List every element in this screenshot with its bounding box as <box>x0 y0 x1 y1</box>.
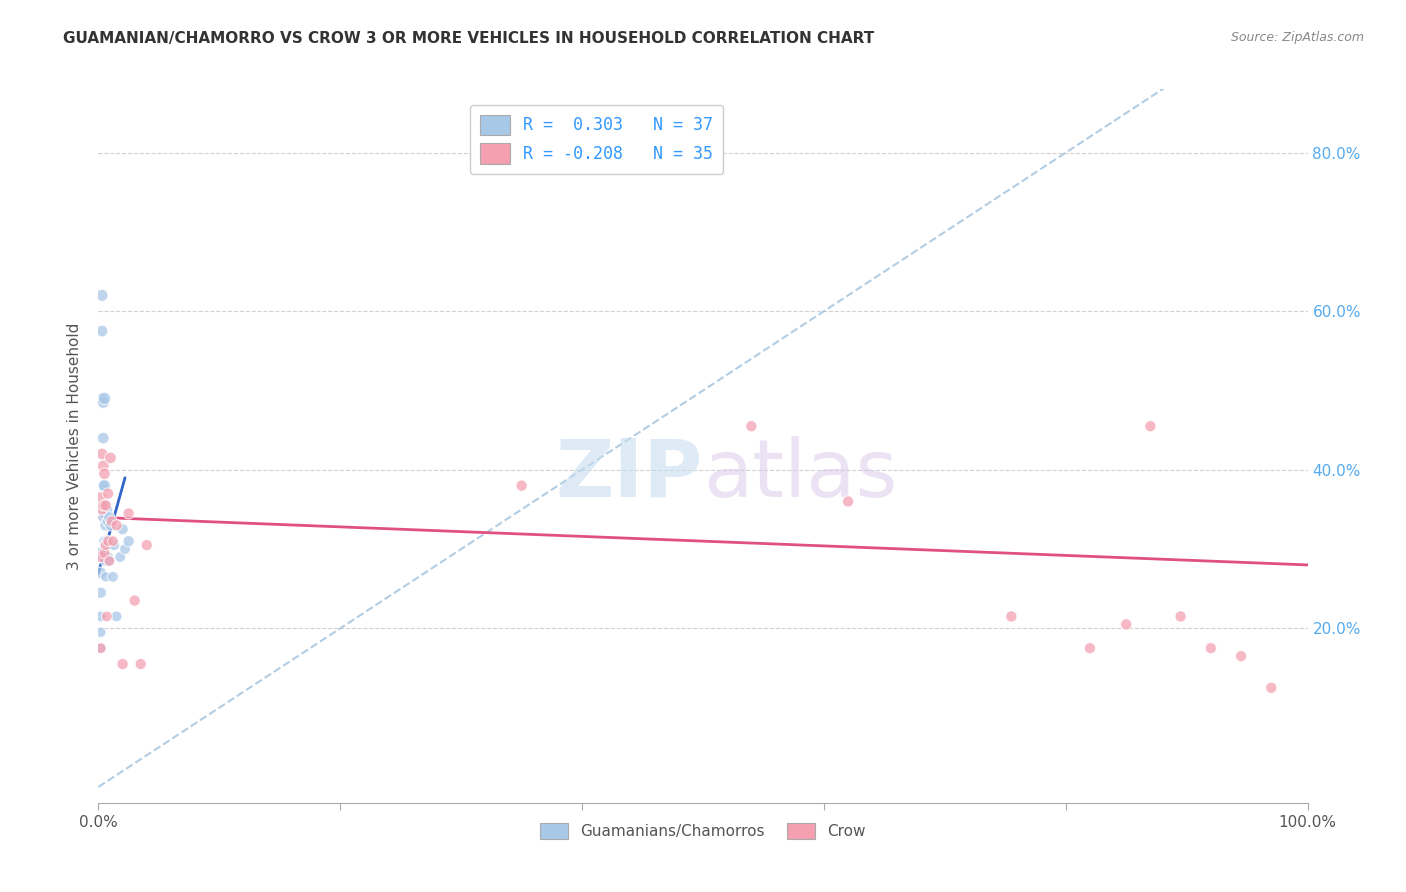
Point <box>90 609 112 624</box>
Point <box>105 609 128 624</box>
Point <box>93 546 115 560</box>
Point <box>111 522 134 536</box>
Point <box>91 395 114 409</box>
Point <box>118 507 141 521</box>
Y-axis label: 3 or more Vehicles in Household: 3 or more Vehicles in Household <box>67 322 83 570</box>
Point <box>97 549 120 564</box>
Point <box>91 478 114 492</box>
Point <box>93 392 115 406</box>
Point <box>97 514 120 528</box>
Point <box>1000 609 1022 624</box>
Point <box>90 625 112 640</box>
Point <box>103 538 125 552</box>
Point <box>105 518 128 533</box>
Point <box>94 554 117 568</box>
Point <box>94 499 117 513</box>
Point <box>100 518 122 533</box>
Point <box>94 518 117 533</box>
Text: Source: ZipAtlas.com: Source: ZipAtlas.com <box>1230 31 1364 45</box>
Point <box>94 538 117 552</box>
Point <box>1078 641 1101 656</box>
Point <box>96 609 118 624</box>
Point <box>98 554 121 568</box>
Point <box>1170 609 1192 624</box>
Point <box>91 288 114 302</box>
Text: ZIP: ZIP <box>555 435 703 514</box>
Text: GUAMANIAN/CHAMORRO VS CROW 3 OR MORE VEHICLES IN HOUSEHOLD CORRELATION CHART: GUAMANIAN/CHAMORRO VS CROW 3 OR MORE VEH… <box>63 31 875 46</box>
Point <box>96 534 118 549</box>
Point <box>1139 419 1161 434</box>
Point <box>91 324 114 338</box>
Point <box>1199 641 1222 656</box>
Point <box>97 486 120 500</box>
Point <box>118 534 141 549</box>
Point <box>90 585 112 599</box>
Point <box>98 554 121 568</box>
Point <box>135 538 157 552</box>
Point <box>91 447 114 461</box>
Point <box>96 502 118 516</box>
Point <box>98 510 121 524</box>
Legend: Guamanians/Chamorros, Crow: Guamanians/Chamorros, Crow <box>534 817 872 845</box>
Point <box>97 538 120 552</box>
Point <box>510 478 533 492</box>
Point <box>101 534 124 549</box>
Point <box>90 549 112 564</box>
Point <box>91 458 114 473</box>
Point <box>97 534 120 549</box>
Point <box>1115 617 1137 632</box>
Point <box>1230 649 1253 664</box>
Point <box>90 641 112 656</box>
Point <box>114 542 136 557</box>
Point <box>94 499 117 513</box>
Point <box>90 566 112 580</box>
Point <box>91 510 114 524</box>
Point <box>91 502 114 516</box>
Point <box>124 593 146 607</box>
Point <box>740 419 762 434</box>
Point <box>93 467 115 481</box>
Point <box>93 507 115 521</box>
Point <box>91 392 114 406</box>
Text: atlas: atlas <box>703 435 897 514</box>
Point <box>1260 681 1282 695</box>
Point <box>100 450 122 465</box>
Point <box>94 570 117 584</box>
Point <box>91 431 114 445</box>
Point <box>90 546 112 560</box>
Point <box>100 514 122 528</box>
Point <box>90 641 112 656</box>
Point <box>108 549 131 564</box>
Point <box>101 570 124 584</box>
Point <box>129 657 152 671</box>
Point <box>837 494 859 508</box>
Point <box>94 538 117 552</box>
Point <box>93 534 115 549</box>
Point <box>91 499 114 513</box>
Point <box>93 478 115 492</box>
Point <box>90 491 112 505</box>
Point <box>111 657 134 671</box>
